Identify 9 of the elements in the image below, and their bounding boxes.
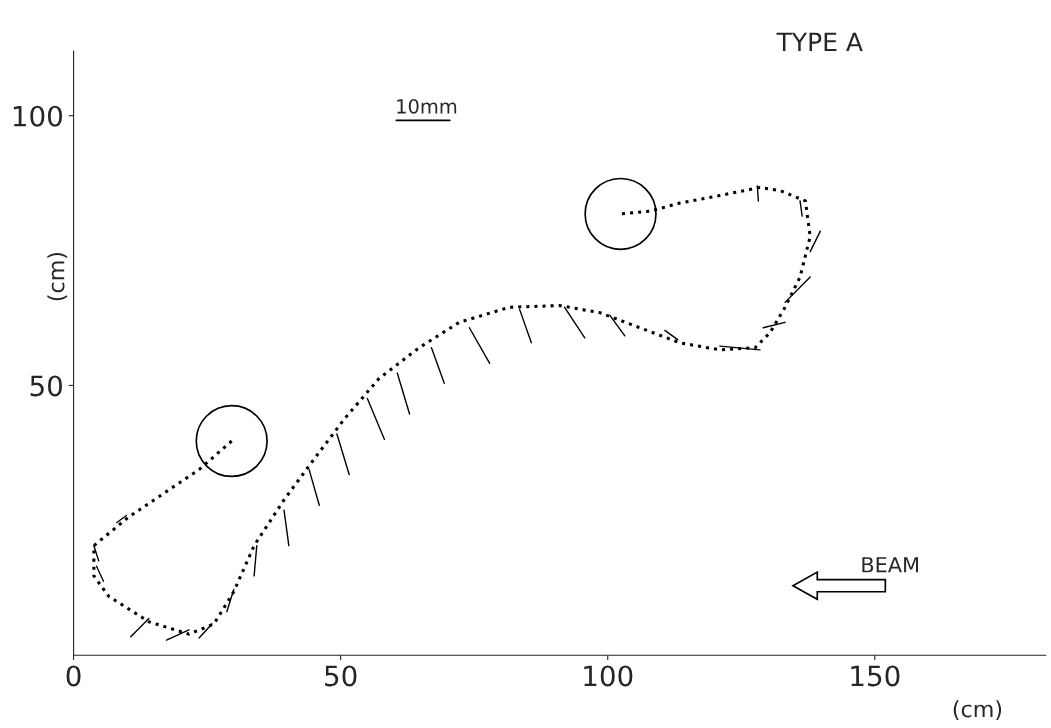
- x-axis-title: (cm): [953, 700, 1002, 721]
- chart-title: TYPE A: [776, 32, 863, 51]
- x-tick-label: 0: [66, 665, 81, 687]
- y-axis-title: (cm): [47, 252, 68, 301]
- annotation: 10mm: [397, 98, 457, 114]
- x-tick-label: 50: [325, 665, 357, 687]
- x-tick-label: 100: [584, 665, 633, 687]
- annotation: BEAM: [862, 557, 918, 573]
- x-tick-label: 150: [851, 665, 900, 687]
